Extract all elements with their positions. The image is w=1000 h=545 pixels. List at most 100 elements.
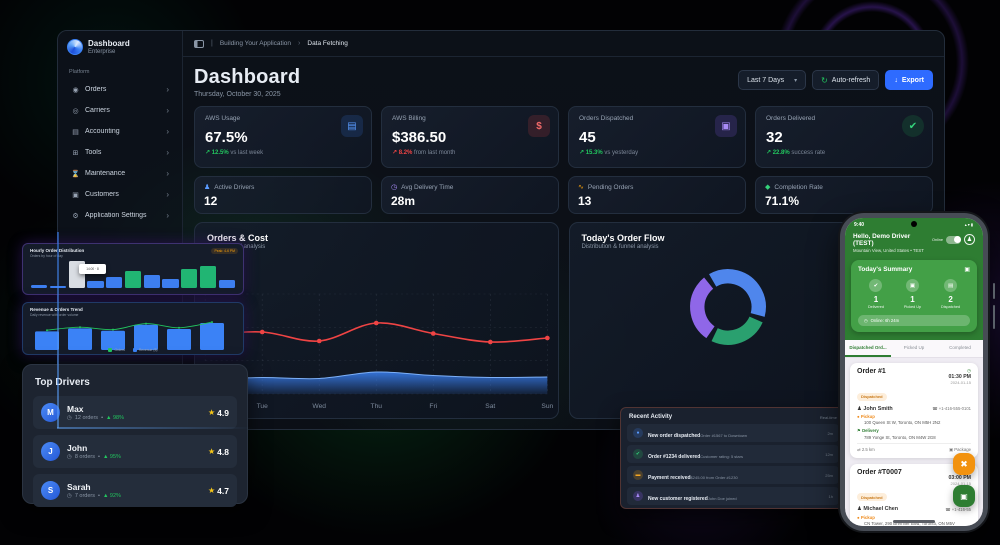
sidebar-item-customers[interactable]: ▣ Customers › — [72, 190, 169, 199]
bar — [106, 276, 123, 288]
clock-icon: ◷ — [67, 415, 72, 421]
order-card-1[interactable]: Order #1 ◷ 01:30 PM 2024-01-15 Dispatche… — [850, 363, 978, 458]
package-icon: ▣ — [949, 446, 954, 452]
activity-item-payment[interactable]: ▬ Payment received$245.00 from Order #12… — [627, 466, 839, 484]
peak-badge: Peak: 4-6 PM — [211, 248, 238, 254]
chevron-right-icon: › — [166, 169, 169, 178]
date-range-select[interactable]: Last 7 Days ▾ — [738, 70, 807, 90]
hourly-distribution-panel: Hourly Order Distribution Orders by hour… — [22, 243, 244, 295]
stat-card-orders-dispatched: Orders Dispatched ▣ 45 ↗ 15.3% vs yester… — [568, 106, 746, 168]
charts-row: Orders & Cost Weekly trend analysis MonT… — [194, 222, 933, 419]
pickup-address: CN Tower, 290 Bremner Blvd, Toronto, ON … — [864, 520, 955, 526]
carriers-icon: ◎ — [72, 107, 79, 115]
bar — [31, 285, 48, 288]
driver-row-sarah[interactable]: S Sarah ◷ 7 orders • ▲ 92% ★ 4.7 — [33, 474, 237, 507]
bar — [199, 265, 217, 288]
summary-delivered: ✔ 1 Delivered — [868, 279, 884, 309]
tab-dispatched[interactable]: Dispatched Ord... — [845, 340, 891, 357]
chevron-down-icon: ▾ — [794, 77, 798, 84]
activity-item-delivered[interactable]: ✔ Order #1234 deliveredCustomer rating: … — [627, 445, 839, 463]
main-content: | Building Your Application › Data Fetch… — [183, 31, 944, 429]
mini-stats-row: ♟ Active Drivers 12 ◷ Avg Delivery Time 28… — [194, 176, 933, 214]
check-circle-icon: ✔ — [902, 115, 924, 137]
orders-cost-chart-panel: Orders & Cost Weekly trend analysis MonT… — [194, 222, 559, 419]
logo-subtitle: Enterprise — [88, 48, 116, 55]
svg-text:Sat: Sat — [485, 403, 495, 410]
stat-card-orders-delivered: Orders Delivered ✔ 32 ↗ 22.8% success ra… — [755, 106, 933, 168]
order-tabs: Dispatched Ord... Picked Up Completed — [845, 340, 983, 358]
check-icon: ✔ — [633, 449, 643, 459]
bar — [143, 275, 160, 288]
panel-title: Recent Activity — [629, 414, 673, 420]
phone-number[interactable]: ☎ +1-416-55 — [945, 506, 971, 512]
breadcrumb-separator: › — [298, 40, 301, 47]
volume-button — [993, 283, 995, 299]
avatar: J — [41, 442, 60, 461]
status-bar: 9:40 ▴▾▮ — [845, 218, 983, 231]
recent-activity-panel: Recent Activity Real-time ● New order di… — [620, 407, 846, 509]
phone-icon: ☎ — [932, 406, 938, 411]
driver-row-john[interactable]: J John ◷ 8 orders • ▲ 95% ★ 4.8 — [33, 435, 237, 468]
up-icon: ▲ — [102, 493, 109, 499]
activity-item-dispatched[interactable]: ● New order dispatchedOrder #1567 to Dow… — [627, 424, 839, 442]
sidebar-item-orders[interactable]: ◉ Orders › — [72, 85, 169, 94]
bar — [87, 281, 104, 288]
chart-subtitle: Weekly trend analysis — [207, 244, 266, 250]
breadcrumb-parent[interactable]: Building Your Application — [219, 40, 292, 47]
sidebar-item-carriers[interactable]: ◎ Carriers › — [72, 106, 169, 115]
sidebar-item-maintenance[interactable]: ⌛ Maintenance › — [71, 169, 169, 178]
driver-row-max[interactable]: M Max ◷ 12 orders • ▲ 98% ★ 4.9 — [33, 396, 237, 429]
up-icon: ▲ — [106, 415, 112, 421]
home-indicator[interactable] — [893, 520, 935, 523]
truck-icon: ● — [633, 428, 643, 438]
settings-gear-icon: ⚙ — [72, 212, 79, 220]
chart-title: Today's Order Flow — [581, 233, 665, 243]
customers-icon: ▣ — [72, 191, 79, 199]
svg-text:Tue: Tue — [257, 403, 269, 410]
phone-number[interactable]: ☎ +1-416-555-0101 — [932, 406, 971, 411]
clock-icon: ◷ — [67, 493, 72, 499]
export-button[interactable]: ↓ Export — [885, 70, 933, 90]
activity-item-customer[interactable]: ♟ New customer registeredJohn Doe joined… — [627, 487, 839, 505]
mini-stat-avg-delivery-time: ◷ Avg Delivery Time 28m — [381, 176, 559, 214]
app-logo[interactable]: Dashboard Enterprise — [67, 39, 173, 55]
check-icon: ✔ — [869, 279, 883, 292]
person-icon: ♟ — [857, 405, 862, 412]
svg-text:Fri: Fri — [429, 403, 437, 410]
chart-tooltip: 14:00 · 8 — [79, 264, 106, 274]
bar — [162, 279, 179, 288]
sidebar-toggle-icon[interactable] — [194, 39, 204, 48]
stat-cards-row: AWS Usage ▤ 67.5% ↗ 12.5% vs last week A… — [194, 106, 933, 168]
sidebar-item-application-settings[interactable]: ⚙ Application Settings › — [72, 211, 169, 220]
truck-icon: ▣ — [964, 267, 970, 273]
logo-icon — [67, 39, 83, 55]
star-icon: ★ — [208, 486, 216, 495]
orders-cost-chart: MonTueWedThuFriSatSun — [199, 293, 554, 410]
auto-refresh-button[interactable]: ↻ Auto-refresh — [812, 70, 880, 90]
sidebar-item-accounting[interactable]: ▤ Accounting › — [72, 127, 169, 136]
bar — [218, 279, 235, 288]
chevron-right-icon: › — [166, 106, 169, 115]
sidebar: Dashboard Enterprise Platform ◉ Orders ›… — [58, 31, 183, 429]
package-fab-button[interactable]: ▣ — [953, 485, 975, 507]
online-toggle[interactable] — [946, 235, 961, 244]
database-icon: ▤ — [341, 115, 363, 137]
tab-picked-up[interactable]: Picked Up — [903, 345, 925, 350]
driver-location: Mountain View, United States • TEST — [853, 248, 924, 253]
summary-dispatched: ▤ 2 Dispatched — [941, 279, 960, 309]
navigate-fab-button[interactable]: ✖ — [953, 453, 975, 475]
camera-punch-hole — [911, 221, 917, 227]
page-title: Dashboard — [194, 66, 301, 88]
person-icon: ♟ — [857, 506, 862, 512]
chevron-right-icon: › — [166, 127, 169, 136]
profile-button[interactable]: ♟ — [964, 234, 975, 245]
panel-meta: Real-time — [819, 414, 837, 420]
legend-swatch — [132, 348, 137, 352]
status-icons: ▴▾▮ — [964, 222, 974, 227]
page-header: Dashboard Thursday, October 30, 2025 Las… — [183, 57, 944, 100]
phone-mockup: 9:40 ▴▾▮ Hello, Demo Driver (TEST) Mount… — [840, 213, 995, 531]
refresh-icon: ↻ — [821, 75, 828, 85]
page-date: Thursday, October 30, 2025 — [194, 91, 281, 98]
tab-completed[interactable]: Completed — [949, 345, 971, 350]
sidebar-item-tools[interactable]: ⊞ Tools › — [72, 148, 169, 157]
